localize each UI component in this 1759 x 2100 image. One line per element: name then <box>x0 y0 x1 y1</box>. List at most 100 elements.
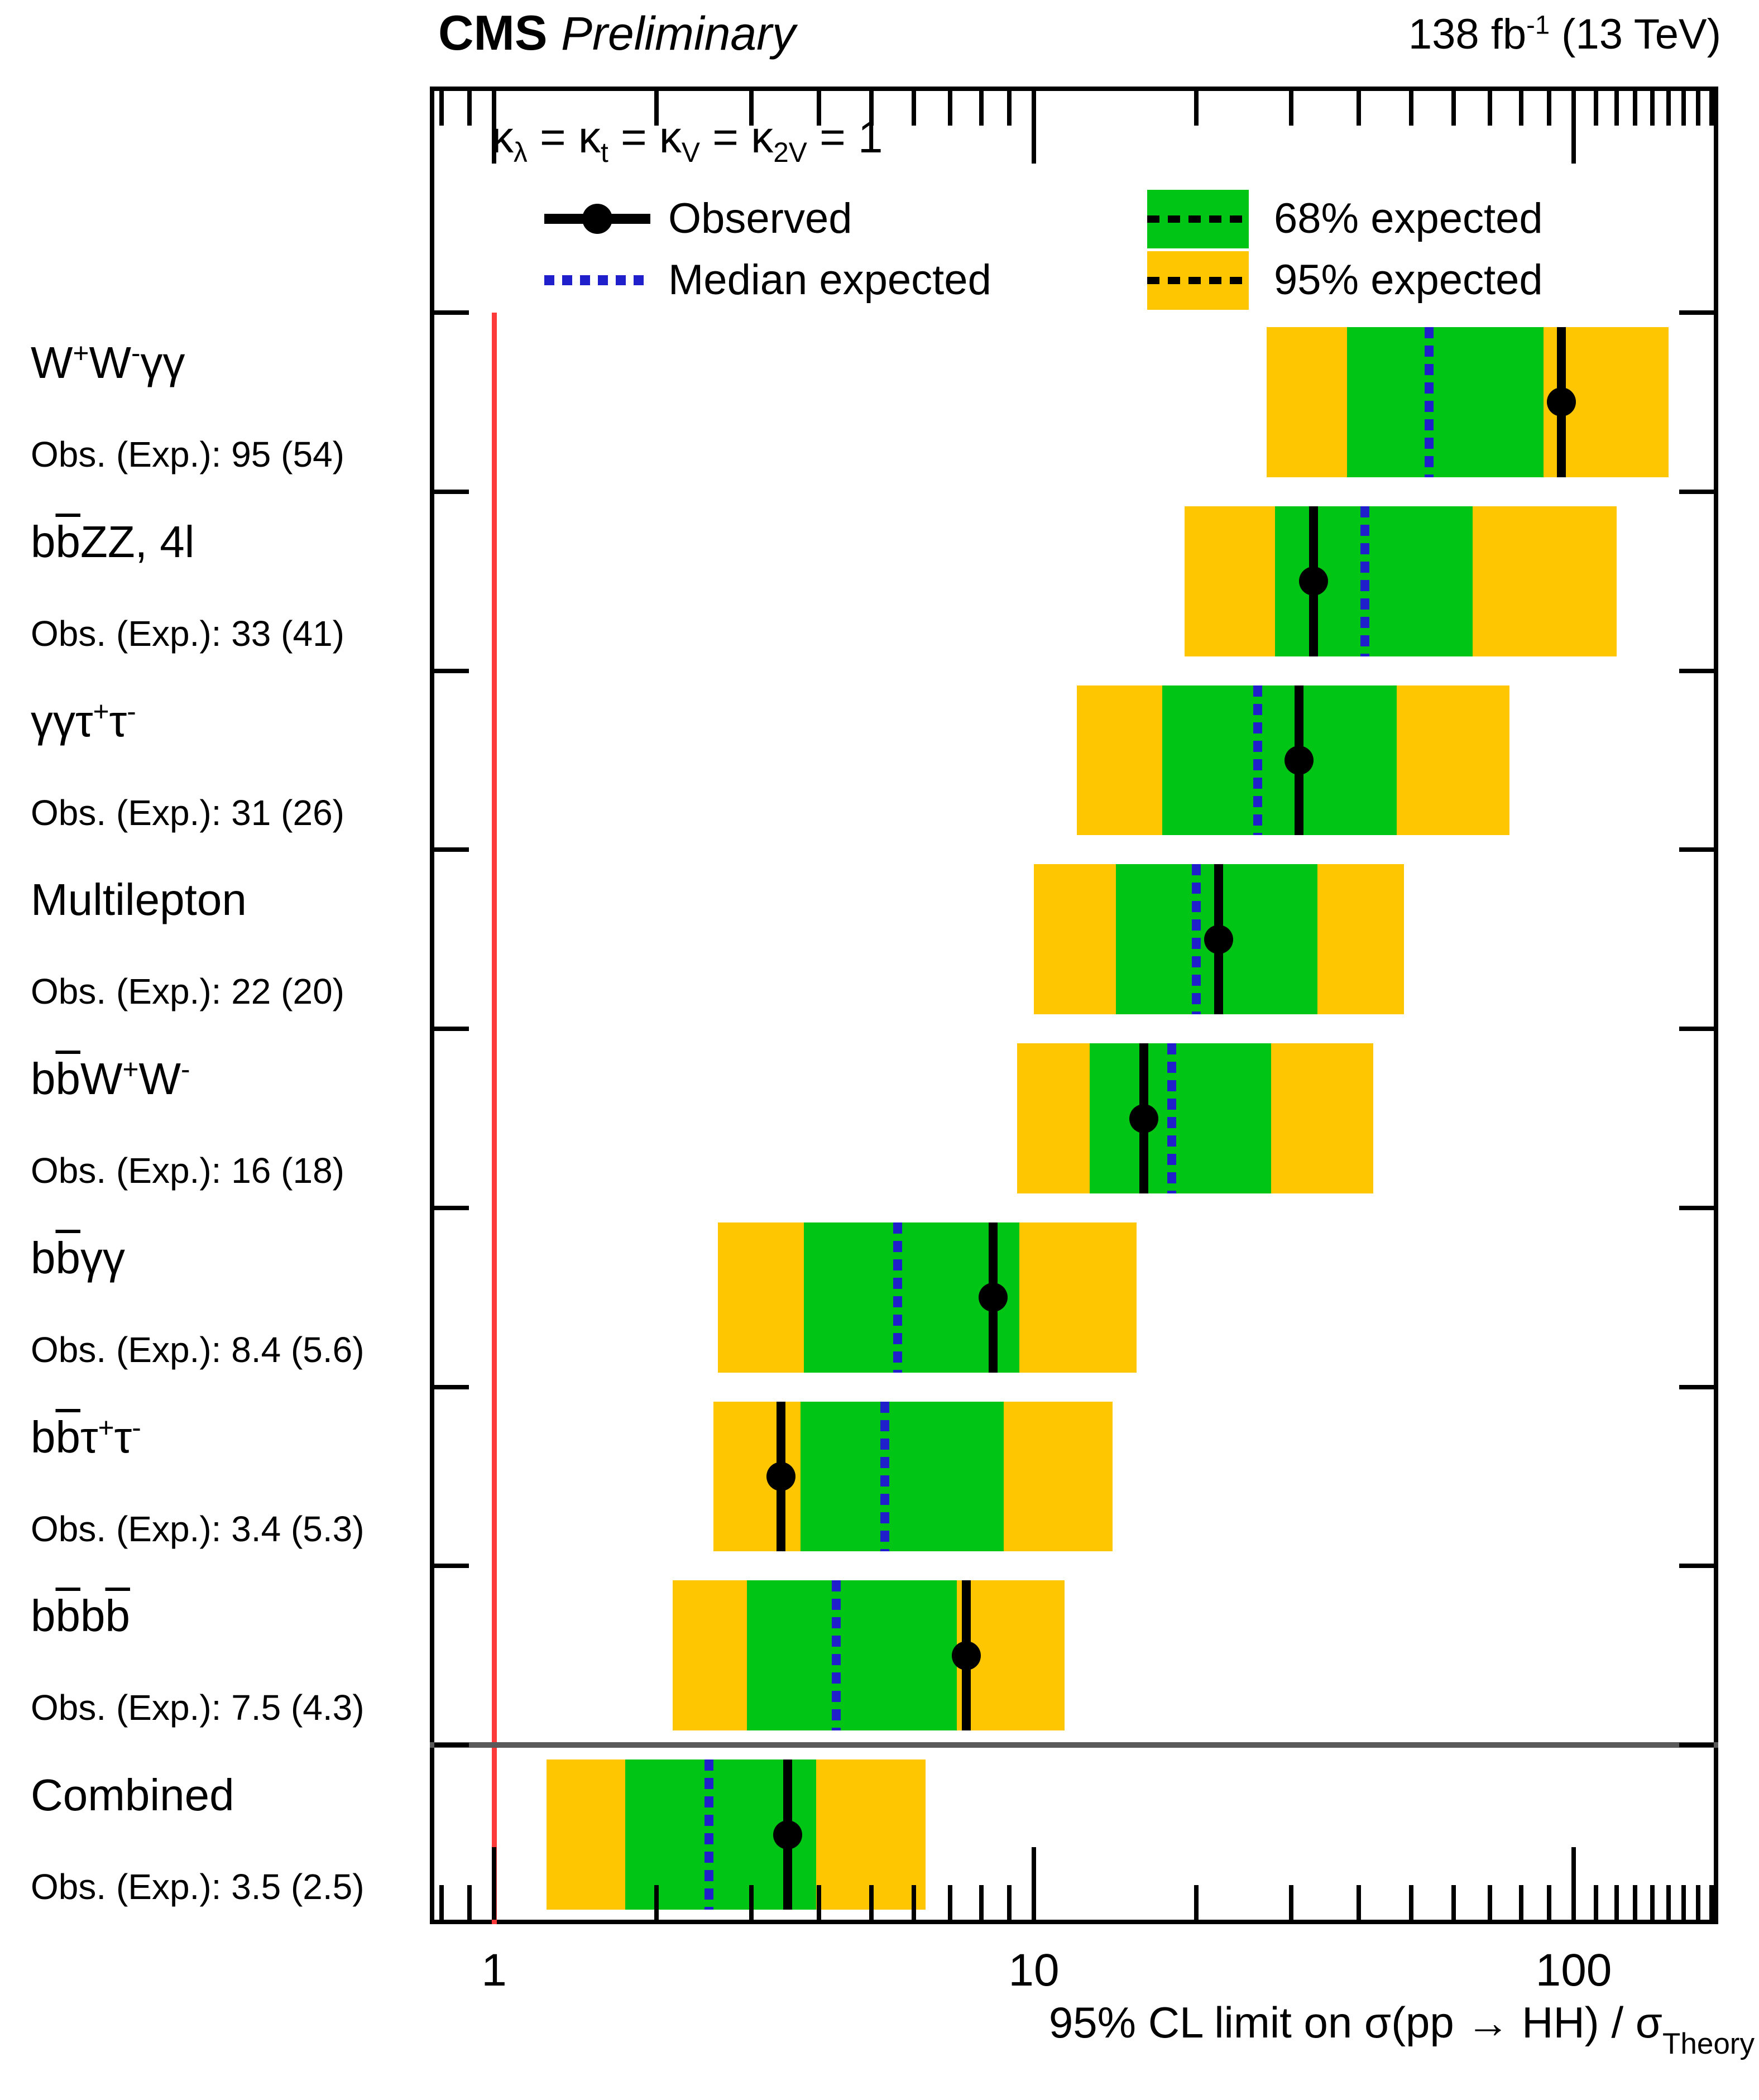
band95-legend-dash <box>1147 277 1249 284</box>
channel-label: γγτ+τ- <box>31 695 136 746</box>
x-axis-tick <box>1650 1885 1655 1920</box>
row-boundary-tick-right <box>1679 310 1714 315</box>
channel-label: bbγγ <box>31 1233 125 1283</box>
x-axis-tick <box>817 1885 822 1920</box>
x-axis-tick <box>948 91 953 126</box>
observed-marker <box>1299 567 1329 596</box>
x-axis-tick <box>1614 91 1619 126</box>
band-68 <box>801 1401 1004 1552</box>
observed-marker <box>1547 387 1576 417</box>
row-boundary-tick-right <box>1679 1205 1714 1210</box>
x-axis-tick <box>912 91 917 126</box>
median-expected-line <box>893 1222 903 1373</box>
x-axis-tick <box>1357 91 1362 126</box>
x-axis-tick <box>467 91 472 126</box>
band-68 <box>1090 1043 1271 1193</box>
channel-label: bbτ+τ- <box>31 1412 141 1462</box>
band68-legend-label: 68% expected <box>1274 195 1543 242</box>
x-axis-title: 95% CL limit on σ(pp → HH) / σTheory <box>1048 1998 1755 2061</box>
channel-label: Combined <box>31 1770 234 1820</box>
channel-obs-exp-label: Obs. (Exp.): 7.5 (4.3) <box>31 1687 365 1728</box>
channel-label: Multilepton <box>31 875 247 925</box>
median-expected-line <box>1192 864 1201 1015</box>
x-axis-tick <box>1451 91 1456 126</box>
x-axis-tick <box>1289 91 1294 126</box>
lumi-label: 138 fb-1 (13 TeV) <box>1408 9 1721 58</box>
x-axis-tick <box>1546 91 1551 126</box>
x-axis-tick-label: 100 <box>1535 1945 1612 1996</box>
reference-line <box>491 313 497 1924</box>
x-axis-tick <box>1695 91 1700 126</box>
channel-label: bbZZ, 4l <box>31 516 195 567</box>
observed-marker <box>773 1820 803 1849</box>
combined-separator-line <box>430 1742 1718 1748</box>
x-axis-tick <box>749 91 754 126</box>
channel-obs-exp-label: Obs. (Exp.): 16 (18) <box>31 1150 344 1191</box>
observed-marker <box>766 1462 795 1492</box>
x-axis-tick <box>1032 1847 1036 1920</box>
x-axis-tick <box>439 1885 444 1920</box>
observed-marker <box>952 1641 981 1670</box>
channel-obs-exp-label: Obs. (Exp.): 33 (41) <box>31 613 344 654</box>
median-legend-label: Median expected <box>668 256 991 304</box>
median-expected-line <box>831 1580 841 1731</box>
x-axis-tick <box>1194 91 1199 126</box>
row-boundary-tick-right <box>1679 1743 1714 1748</box>
row-boundary-tick-left <box>434 1027 469 1032</box>
x-axis-tick <box>1546 1885 1551 1920</box>
x-axis-tick <box>1709 91 1714 126</box>
x-axis-tick <box>817 91 822 126</box>
row-boundary-tick-right <box>1679 1564 1714 1569</box>
x-axis-tick <box>1650 91 1655 126</box>
x-axis-tick <box>1519 91 1524 126</box>
x-axis-tick <box>1614 1885 1619 1920</box>
observed-marker <box>1204 924 1234 954</box>
channel-obs-exp-label: Obs. (Exp.): 3.4 (5.3) <box>31 1508 365 1549</box>
row-boundary-tick-right <box>1679 1384 1714 1389</box>
cms-label: CMS <box>438 5 548 60</box>
x-axis-tick <box>1695 1885 1700 1920</box>
observed-marker <box>978 1283 1008 1312</box>
x-axis-tick <box>912 1885 917 1920</box>
observed-legend-marker <box>582 204 612 234</box>
row-boundary-tick-left <box>434 1384 469 1389</box>
x-axis-tick-label: 1 <box>481 1945 507 1996</box>
median-legend-line <box>544 275 650 285</box>
row-boundary-tick-right <box>1679 847 1714 852</box>
x-axis-tick <box>1289 1885 1294 1920</box>
x-axis-tick <box>1594 91 1599 126</box>
x-axis-tick <box>1357 1885 1362 1920</box>
channel-obs-exp-label: Obs. (Exp.): 31 (26) <box>31 792 344 833</box>
x-axis-tick <box>1681 91 1686 126</box>
row-boundary-tick-right <box>1679 1027 1714 1032</box>
median-expected-line <box>1425 327 1434 477</box>
coupling-scenario-label: κλ = κt = κV = κ2V = 1 <box>491 112 883 168</box>
x-axis-tick <box>492 1847 496 1920</box>
x-axis-tick <box>1032 91 1036 164</box>
band95-legend-label: 95% expected <box>1274 256 1543 304</box>
plot-frame <box>430 87 1718 1924</box>
median-expected-line <box>880 1401 890 1552</box>
row-boundary-tick-right <box>1679 668 1714 673</box>
x-axis-tick <box>948 1885 953 1920</box>
x-axis-tick <box>1451 1885 1456 1920</box>
x-axis-tick <box>1488 1885 1493 1920</box>
x-axis-tick <box>1006 1885 1012 1920</box>
x-axis-tick <box>439 91 444 126</box>
x-axis-tick <box>654 91 659 126</box>
row-boundary-tick-left <box>434 310 469 315</box>
x-axis-tick <box>1194 1885 1199 1920</box>
x-axis-tick <box>1571 1847 1576 1920</box>
channel-label: bbbb <box>31 1591 130 1641</box>
band-68 <box>746 1580 957 1731</box>
x-axis-tick <box>1571 91 1576 164</box>
observed-marker <box>1129 1104 1159 1133</box>
row-boundary-tick-left <box>434 1743 469 1748</box>
x-axis-tick <box>492 91 496 164</box>
median-expected-line <box>704 1759 713 1910</box>
x-axis-tick <box>1666 1885 1671 1920</box>
plot-title: CMS Preliminary <box>438 4 795 61</box>
row-boundary-tick-left <box>434 847 469 852</box>
channel-label: W+W-γγ <box>31 337 185 387</box>
x-axis-tick <box>749 1885 754 1920</box>
